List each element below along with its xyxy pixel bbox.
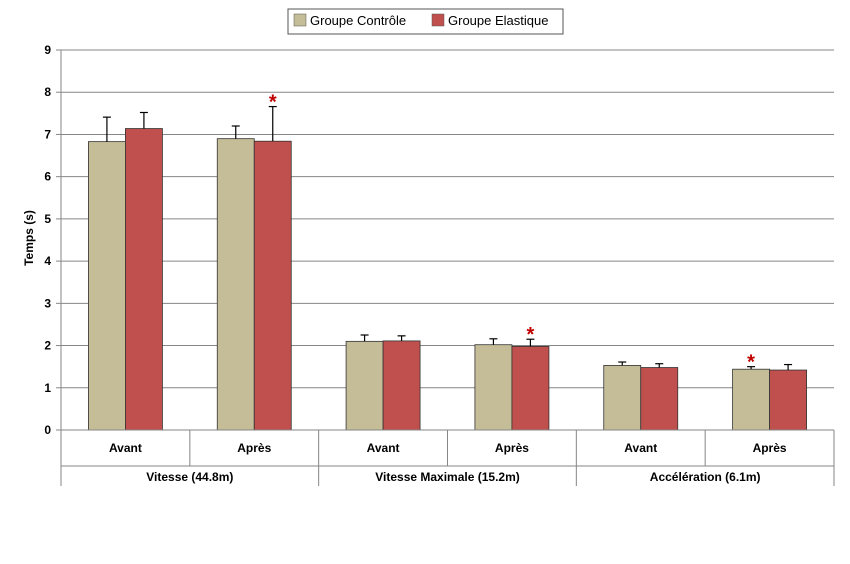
y-tick-label: 3 (44, 296, 51, 310)
bar-elastique (640, 367, 679, 431)
category-label: Après (753, 441, 787, 455)
legend-swatch-control (293, 13, 307, 27)
legend-box (287, 8, 564, 35)
category-label: Avant (624, 441, 657, 455)
bar-elastique (125, 128, 163, 431)
group-label: Vitesse Maximale (15.2m) (375, 470, 520, 484)
group-label: Accélération (6.1m) (650, 470, 761, 484)
bar-elastique (769, 369, 807, 431)
y-tick-label: 2 (44, 339, 51, 353)
y-tick-label: 9 (44, 43, 51, 57)
category-label: Avant (109, 441, 142, 455)
bar-elastique (382, 340, 421, 431)
legend-label-control: Groupe Contrôle (310, 13, 406, 28)
category-label: Après (237, 441, 271, 455)
bar-control (345, 340, 384, 431)
y-tick-label: 7 (44, 127, 51, 141)
x-category-labels: Avant Après Avant Après Avant Après (109, 441, 787, 455)
bar-elastique (253, 140, 292, 431)
bars (88, 128, 807, 431)
x-group-labels: Vitesse (44.8m) Vitesse Maximale (15.2m) A… (146, 470, 760, 484)
y-tick-label: 1 (44, 381, 51, 395)
category-label: Après (495, 441, 529, 455)
significance-star: * (269, 92, 277, 114)
group-label: Vitesse (44.8m) (146, 470, 233, 484)
bar-control (603, 364, 642, 431)
category-label: Avant (367, 441, 400, 455)
y-tick-label: 6 (44, 170, 51, 184)
legend-swatch-elastique (431, 13, 445, 27)
bar-control (88, 141, 126, 431)
axes (56, 49, 835, 486)
bar-control (732, 368, 770, 431)
gridlines (61, 49, 834, 389)
y-tick-label: 0 (44, 423, 51, 437)
y-tick-label: 4 (44, 254, 51, 268)
error-bars (102, 105, 793, 371)
bar-control (216, 138, 255, 431)
bar-control (474, 344, 513, 431)
legend-label-elastique: Groupe Elastique (448, 13, 548, 28)
y-axis-label: Temps (s) (22, 210, 36, 266)
y-tick-label: 8 (44, 85, 51, 99)
significance-star: * (747, 352, 755, 374)
legend: Groupe Contrôle Groupe Elastique (287, 8, 564, 35)
y-tick-labels: 0 1 2 3 4 5 6 7 8 9 (44, 43, 51, 437)
significance-markers: * * * (269, 92, 755, 374)
bar-elastique (511, 345, 550, 431)
significance-star: * (527, 324, 535, 346)
y-tick-label: 5 (44, 212, 51, 226)
